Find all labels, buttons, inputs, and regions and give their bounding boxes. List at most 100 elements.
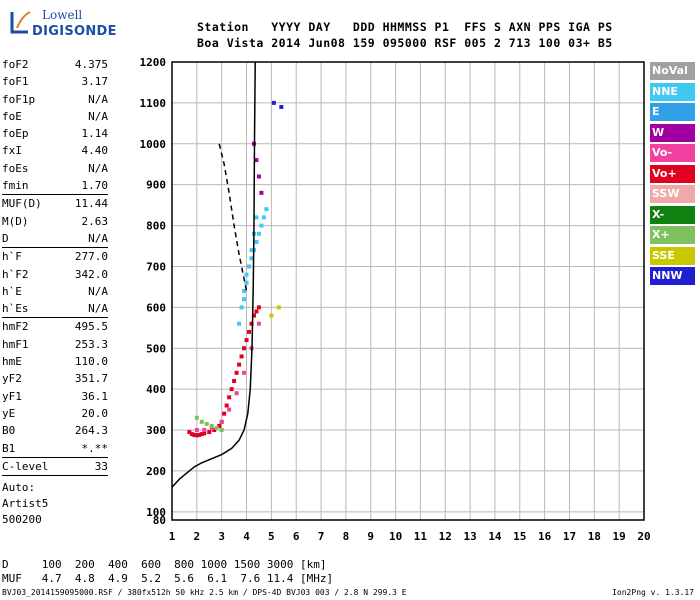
param-value: 264.3	[74, 424, 108, 438]
param-row: yF1 36.1	[2, 388, 108, 405]
echo-point	[261, 215, 266, 220]
x-tick-label: 1	[169, 530, 176, 543]
x-tick-label: 4	[243, 530, 250, 543]
param-label: foF2	[2, 58, 29, 71]
legend-item: E	[650, 103, 695, 121]
legend-item: Vo+	[650, 164, 695, 183]
param-row: h`E N/A	[2, 283, 108, 300]
echo-point	[199, 419, 204, 424]
echo-point	[242, 297, 247, 302]
param-value: N/A	[88, 161, 108, 175]
param-label: foF1p	[2, 92, 36, 106]
echo-point	[239, 354, 244, 359]
echo-point	[204, 421, 209, 426]
param-row: hmF1 253.3	[2, 336, 108, 353]
param-label: yE	[2, 406, 16, 420]
plot-frame	[171, 61, 645, 521]
param-value: 2.63	[81, 214, 109, 228]
electron-density-profile	[171, 61, 256, 488]
echo-point	[242, 370, 247, 375]
y-tick-label: 500	[146, 342, 166, 355]
param-label: MUF(D)	[2, 197, 42, 211]
echo-point	[254, 215, 259, 220]
echo-point	[256, 231, 261, 236]
param-row: yF2 351.7	[2, 370, 108, 387]
x-tick-label: 16	[538, 530, 552, 543]
echo-point	[214, 425, 219, 430]
extrapolated-profile	[218, 143, 248, 292]
param-row: foF1 3.17	[2, 73, 108, 90]
software-version: Ion2Png v. 1.3.17	[612, 588, 694, 597]
param-label: hmF2	[2, 320, 29, 334]
legend-item: NoVal	[650, 62, 695, 80]
x-tick-label: 7	[318, 530, 325, 543]
param-row: fxI 4.40	[2, 142, 108, 159]
echo-point	[207, 430, 212, 435]
param-label: h`F	[2, 250, 22, 264]
param-row: B1 *.**	[2, 440, 108, 457]
echo-point	[209, 425, 214, 430]
echo-point	[264, 207, 269, 212]
station-header-labels: Station YYYY DAY DDD HHMMSS P1 FFS S AXN…	[197, 20, 613, 34]
echo-point	[227, 407, 232, 412]
param-value: 36.1	[81, 389, 109, 403]
muf-frequency-row: MUF 4.7 4.8 4.9 5.2 5.6 6.1 7.6 11.4 [MH…	[2, 572, 334, 585]
echo-point	[244, 338, 249, 343]
param-row: foF1p N/A	[2, 91, 108, 108]
param-value: N/A	[88, 231, 108, 245]
param-value: N/A	[88, 92, 108, 106]
legend-item: SSE	[650, 246, 695, 265]
y-tick-label: 700	[146, 260, 166, 273]
echo-point	[247, 329, 252, 334]
param-row: hmF2 495.5	[2, 317, 108, 335]
param-panel-end	[2, 475, 108, 477]
echo-point	[219, 428, 224, 433]
echo-point	[189, 432, 194, 437]
param-label: h`Es	[2, 302, 29, 316]
echo-point	[247, 264, 252, 269]
echo-point	[237, 321, 242, 326]
param-value: 11.44	[74, 197, 108, 211]
auto-label: Auto:	[2, 481, 36, 494]
y-tick-label: 900	[146, 179, 166, 192]
echo-point	[209, 423, 214, 428]
x-tick-label: 20	[637, 530, 650, 543]
y-tick-label: 200	[146, 465, 166, 478]
x-tick-label: 19	[613, 530, 626, 543]
y-tick-label: 600	[146, 301, 166, 314]
x-tick-label: 8	[343, 530, 350, 543]
echo-point	[227, 395, 232, 400]
param-row: B0 264.3	[2, 422, 108, 439]
echo-point	[254, 309, 259, 314]
echo-point	[244, 272, 249, 277]
echo-point	[232, 378, 237, 383]
echo-point	[237, 362, 242, 367]
param-label: D	[2, 231, 9, 245]
x-tick-label: 15	[513, 530, 526, 543]
echo-point	[224, 403, 229, 408]
param-value: N/A	[88, 109, 108, 123]
x-tick-label: 10	[389, 530, 402, 543]
param-value: 342.0	[74, 267, 108, 281]
echo-point	[276, 305, 281, 310]
param-label: yF2	[2, 372, 22, 386]
param-value: 277.0	[74, 250, 108, 264]
param-row: h`Es N/A	[2, 300, 108, 317]
echo-point	[271, 100, 276, 105]
echo-point	[202, 431, 207, 436]
echo-point	[242, 346, 247, 351]
station-header-values: Boa Vista 2014 Jun08 159 095000 RSF 005 …	[197, 36, 613, 50]
ionospheric-parameters-panel: foF2 4.375 foF1 3.17 foF1p N/A foE N/A foEp 1.14 f…	[2, 56, 108, 477]
param-label: fmin	[2, 179, 29, 193]
param-row: M(D) 2.63	[2, 213, 108, 230]
muf-distance-row: D 100 200 400 600 800 1000 1500 3000 [km…	[2, 558, 327, 571]
x-tick-label: 12	[439, 530, 452, 543]
param-value: N/A	[88, 302, 108, 316]
x-tick-label: 2	[194, 530, 201, 543]
echo-point	[249, 248, 254, 253]
y-tick-label: 80	[153, 514, 166, 527]
param-row: h`F2 342.0	[2, 266, 108, 283]
echo-point	[279, 104, 284, 109]
param-row: hmE 110.0	[2, 353, 108, 370]
